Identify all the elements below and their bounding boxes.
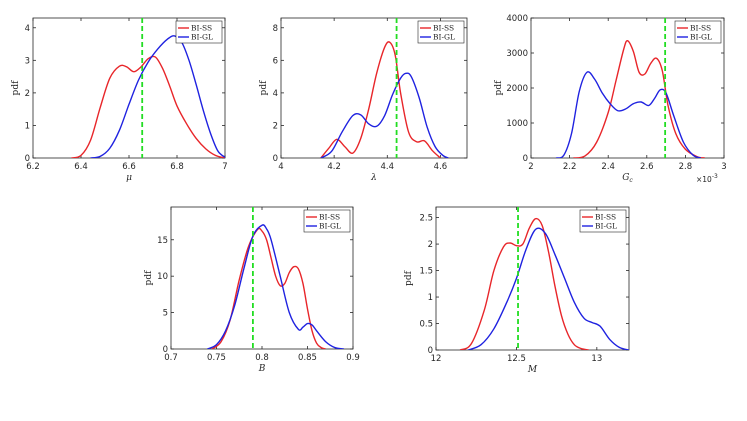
series-line-bi-ss xyxy=(573,40,705,158)
x-tick-label: 6.4 xyxy=(74,162,88,172)
x-axis-label: λ xyxy=(370,173,377,183)
y-tick-label: 0 xyxy=(163,345,168,355)
x-tick-label: 0.9 xyxy=(346,353,360,363)
y-tick-label: 0 xyxy=(273,154,278,164)
legend-label-bi-gl: BI-GL xyxy=(595,222,617,231)
x-tick-label: 0.85 xyxy=(298,353,317,363)
x-tick-label: 2.2 xyxy=(563,162,577,172)
y-tick-label: 4000 xyxy=(506,14,528,24)
x-tick-label: 13 xyxy=(591,354,602,364)
series-line-bi-gl xyxy=(90,35,225,158)
series-line-bi-ss xyxy=(211,227,326,349)
y-tick-label: 3000 xyxy=(506,49,528,59)
legend-label-bi-gl: BI-GL xyxy=(690,33,712,42)
x-tick-label: 2.6 xyxy=(640,162,654,172)
x-axis-exponent: ×10-3 xyxy=(696,173,718,184)
y-tick-label: 2 xyxy=(428,240,433,250)
x-tick-label: 7 xyxy=(222,162,227,172)
x-tick-label: 0.75 xyxy=(207,353,226,363)
y-tick-label: 0 xyxy=(25,154,30,164)
x-axis-exponent-power: -3 xyxy=(712,173,718,180)
legend-label-bi-gl: BI-GL xyxy=(319,222,341,231)
y-axis-label: pdf xyxy=(144,270,154,286)
x-tick-label: 2.4 xyxy=(601,162,615,172)
series-line-bi-ss xyxy=(71,55,225,158)
x-tick-label: 12.5 xyxy=(507,354,526,364)
legend-label-bi-gl: BI-GL xyxy=(433,33,455,42)
legend-label-bi-ss: BI-SS xyxy=(433,24,454,33)
y-tick-label: 0 xyxy=(523,154,528,164)
series-line-bi-gl xyxy=(320,72,449,158)
y-tick-label: 0.5 xyxy=(419,320,433,330)
y-tick-label: 1 xyxy=(428,293,433,303)
x-tick-label: 0.8 xyxy=(255,353,269,363)
legend-label-bi-ss: BI-SS xyxy=(319,213,340,222)
x-tick-label: 4.4 xyxy=(381,162,395,172)
x-tick-label: 2 xyxy=(528,162,533,172)
y-axis-label: pdf xyxy=(259,80,269,96)
x-axis-label-subscript: c xyxy=(629,177,633,184)
y-tick-label: 2000 xyxy=(506,84,528,94)
y-tick-label: 1.5 xyxy=(419,267,433,277)
series-line-bi-gl xyxy=(467,227,629,350)
x-axis-label: Gc xyxy=(622,173,633,184)
y-tick-label: 1000 xyxy=(506,119,528,129)
y-axis-label: pdf xyxy=(11,80,21,96)
x-axis-label: μ xyxy=(126,173,132,183)
y-tick-label: 5 xyxy=(163,309,168,319)
x-tick-label: 3 xyxy=(721,162,726,172)
axes-box xyxy=(435,206,630,351)
legend-label-bi-ss: BI-SS xyxy=(690,24,711,33)
y-tick-label: 0 xyxy=(428,346,433,356)
x-tick-label: 0.7 xyxy=(164,353,178,363)
series-line-bi-ss xyxy=(320,41,441,158)
axes-box xyxy=(280,17,468,159)
x-tick-label: 6.2 xyxy=(26,162,40,172)
x-tick-label: 2.8 xyxy=(679,162,693,172)
legend-label-bi-gl: BI-GL xyxy=(191,33,213,42)
x-tick-label: 4.2 xyxy=(327,162,341,172)
y-tick-label: 10 xyxy=(157,272,168,282)
series-line-bi-gl xyxy=(207,224,345,349)
legend-label-bi-ss: BI-SS xyxy=(595,213,616,222)
x-tick-label: 6.6 xyxy=(122,162,136,172)
y-tick-label: 2 xyxy=(25,89,30,99)
y-axis-label: pdf xyxy=(494,80,504,96)
series-line-bi-gl xyxy=(555,71,702,158)
y-tick-label: 3 xyxy=(25,56,30,66)
legend-label-bi-ss: BI-SS xyxy=(191,24,212,33)
y-tick-label: 4 xyxy=(273,89,278,99)
chart-panel-3: 2 2.2 2.4 2.6 2.8 3 0 1000 2000 3000 4000 Gc pdf ×10-… xyxy=(494,14,727,184)
series-line-bi-ss xyxy=(459,217,589,350)
x-tick-label: 4.6 xyxy=(434,162,448,172)
x-axis-label: B xyxy=(258,364,266,374)
x-axis-label: M xyxy=(527,365,538,375)
y-axis-label: pdf xyxy=(404,270,414,286)
y-tick-label: 8 xyxy=(273,24,278,34)
x-tick-label: 12 xyxy=(431,354,442,364)
y-tick-label: 1 xyxy=(25,121,30,131)
y-tick-label: 4 xyxy=(25,24,30,34)
x-tick-label: 4 xyxy=(278,162,283,172)
y-tick-label: 6 xyxy=(273,56,278,66)
x-tick-label: 6.8 xyxy=(170,162,184,172)
y-tick-label: 2.5 xyxy=(419,214,433,224)
y-tick-label: 15 xyxy=(157,236,168,246)
y-tick-label: 2 xyxy=(273,121,278,131)
